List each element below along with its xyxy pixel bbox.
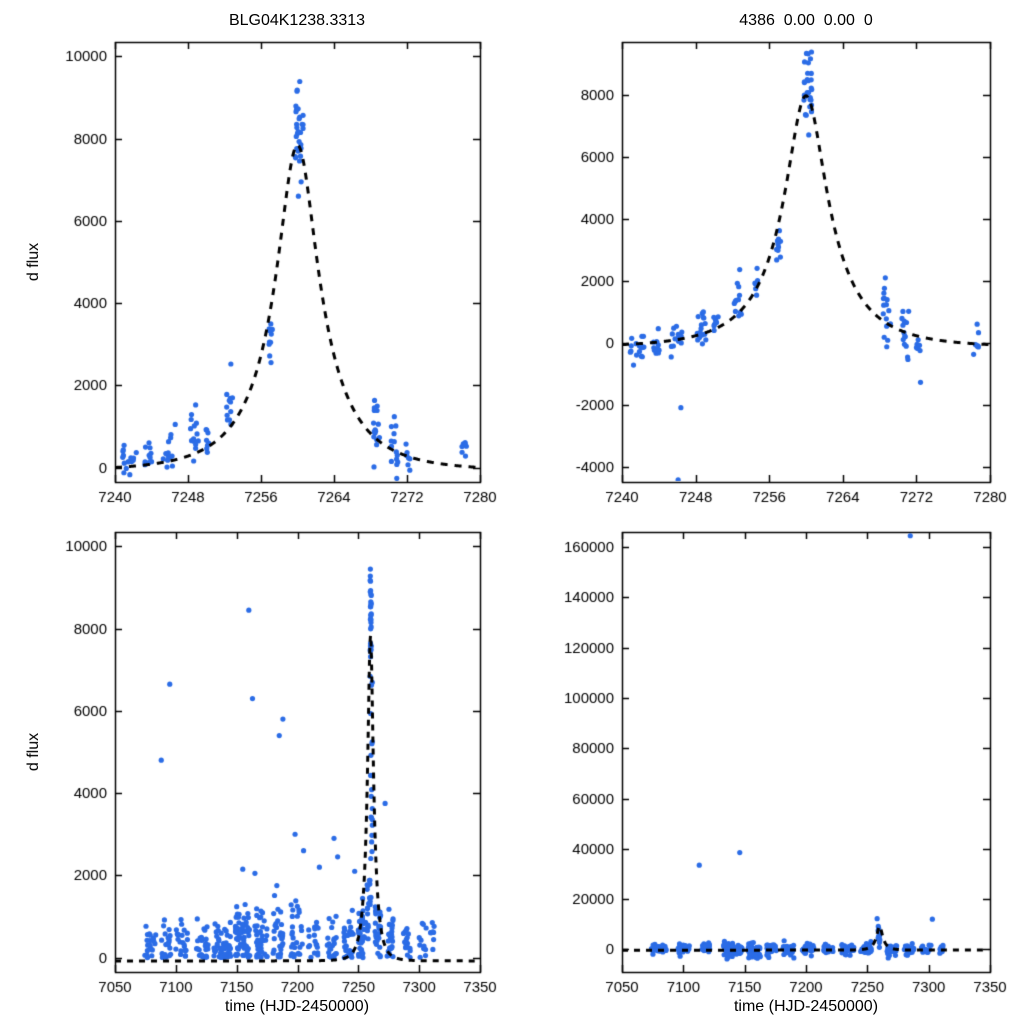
panel-top-left: BLG04K1238.3313 d flux: [0, 0, 512, 512]
chart-title-top-right: 4386 0.00 0.00 0: [739, 12, 873, 29]
chart-title-top-left: BLG04K1238.3313: [228, 12, 366, 29]
y-axis-label-bottom-left: d flux: [25, 732, 42, 772]
chart-canvas-bottom-left: [0, 512, 512, 1024]
panel-top-right: 4386 0.00 0.00 0: [512, 0, 1024, 512]
x-axis-label-bottom-right: time (HJD-2450000): [733, 998, 879, 1015]
panel-bottom-left: d flux time (HJD-2450000): [0, 512, 512, 1024]
chart-canvas-bottom-right: [512, 512, 1024, 1024]
panel-bottom-right: time (HJD-2450000): [512, 512, 1024, 1024]
chart-canvas-top-left: [0, 0, 512, 512]
x-axis-label-bottom-left: time (HJD-2450000): [224, 998, 370, 1015]
y-axis-label-top-left: d flux: [25, 242, 42, 282]
chart-canvas-top-right: [512, 0, 1024, 512]
